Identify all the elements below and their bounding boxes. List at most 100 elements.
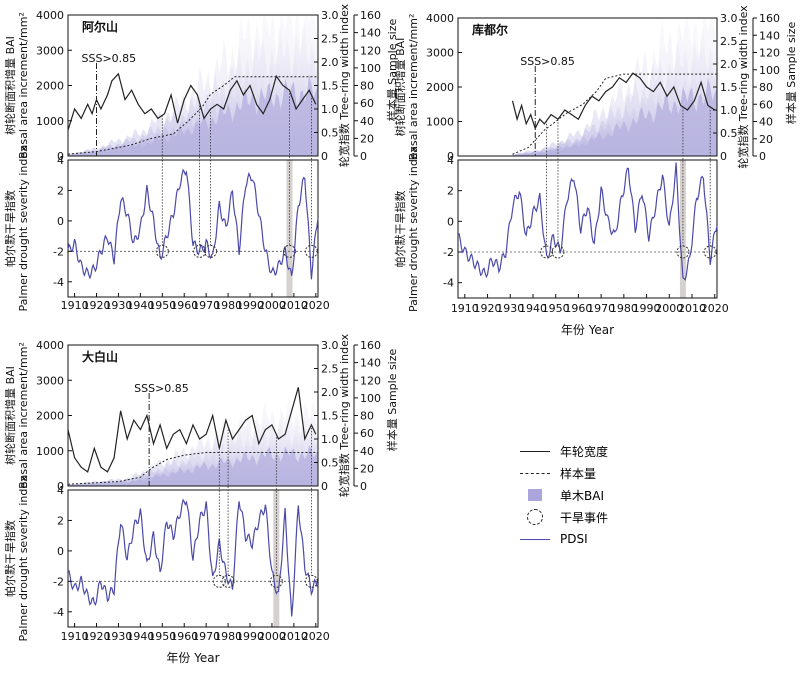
bai-tick-label: 1000: [426, 116, 454, 129]
year-tick-label: 1910: [451, 302, 479, 315]
bai-axis-title-cn: 树轮断面积增量 BAI: [393, 38, 407, 137]
bottom-axes-frame: [67, 489, 319, 628]
drought-event-marker: [204, 244, 218, 258]
year-tick-label: 2000: [258, 299, 286, 312]
year-tick-label: 2010: [280, 630, 308, 643]
trw-axis-title: 轮宽指数 Tree-ring width index: [337, 3, 351, 167]
trw-tick-label: 0: [321, 480, 328, 493]
pdsi-tick-label: -4: [53, 606, 64, 619]
trw-tick-label: 3.0: [720, 12, 738, 25]
legend-item-pdsi: PDSI: [520, 528, 700, 550]
pdsi-tick-label: 0: [57, 545, 64, 558]
sample-tick-label: 140: [759, 29, 780, 42]
pdsi-tick-label: -2: [443, 246, 454, 259]
year-tick-label: 2010: [678, 302, 706, 315]
sample-tick-label: 120: [759, 47, 780, 60]
drought-event-marker: [221, 574, 235, 588]
trw-line: [67, 72, 317, 131]
trw-axis-title: 轮宽指数 Tree-ring width index: [736, 5, 750, 169]
sample-tick-label: 20: [360, 462, 374, 475]
bai-axis-title-cn: 树轮断面积增量 BAI: [3, 36, 17, 135]
bai-tick-label: 3000: [36, 44, 64, 57]
sample-tick-label: 20: [759, 133, 773, 146]
highlight-bar: [679, 160, 686, 298]
trw-tick-label: 1.5: [321, 80, 339, 93]
sample-tick-label: 0: [360, 480, 367, 493]
legend-swatch-pdsi: [520, 538, 550, 540]
sample-tick-label: 40: [360, 115, 374, 128]
sample-tick-label: 160: [360, 339, 381, 352]
trw-tick-label: 2.5: [321, 363, 339, 376]
sample-axis-title: 样本量 Sample size: [784, 21, 798, 124]
sss-label: SSS>0.85: [82, 52, 137, 65]
year-tick-label: 1950: [148, 299, 176, 312]
pdsi-axis-title-cn: 帕尔默干旱指数: [393, 191, 407, 268]
bai-tick-label: 4000: [36, 339, 64, 352]
trw-tick-label: 0.5: [321, 127, 339, 140]
trw-tick-label: 1.0: [321, 103, 339, 116]
year-tick-label: 1960: [170, 630, 198, 643]
sample-tick-label: 60: [360, 427, 374, 440]
legend-swatch-sample: [520, 472, 550, 474]
drought-event-marker: [155, 244, 169, 258]
legend-item-drought: 干旱事件: [520, 506, 700, 528]
year-tick-label: 1970: [192, 299, 220, 312]
pdsi-tick-label: 2: [57, 514, 64, 527]
year-tick-label: 1950: [148, 630, 176, 643]
trw-tick-label: 1.0: [321, 433, 339, 446]
trw-tick-label: 3.0: [321, 339, 339, 352]
legend-label-trw: 年轮宽度: [560, 444, 609, 459]
pdsi-tick-label: 4: [447, 154, 454, 167]
sss-label: SSS>0.85: [134, 382, 189, 395]
trw-tick-label: 1.5: [720, 81, 738, 94]
year-tick-label: 2020: [302, 630, 330, 643]
sample-tick-label: 0: [360, 150, 367, 163]
year-tick-label: 2010: [280, 299, 308, 312]
trw-tick-label: 2.5: [720, 35, 738, 48]
trw-tick-label: 0: [720, 150, 727, 163]
year-tick-label: 1970: [587, 302, 615, 315]
bai-area-layer: [68, 445, 318, 486]
sss-label: SSS>0.85: [520, 55, 575, 68]
panel-title: 大白山: [82, 349, 118, 364]
year-tick-label: 1960: [564, 302, 592, 315]
trw-axis-title: 轮宽指数 Tree-ring width index: [337, 333, 351, 497]
year-tick-label: 1910: [61, 630, 89, 643]
pdsi-tick-label: -4: [53, 276, 64, 289]
sample-tick-label: 120: [360, 44, 381, 57]
pdsi-tick-label: -4: [443, 277, 454, 290]
bai-axis-title-en: Basal area increment/mm²: [17, 342, 30, 489]
drought-event-marker: [304, 244, 318, 258]
legend-label-drought: 干旱事件: [560, 510, 609, 525]
year-tick-label: 1990: [633, 302, 661, 315]
legend-swatch-trw: [520, 450, 550, 452]
legend-item-sample: 样本量: [520, 462, 700, 484]
pdsi-tick-label: -2: [53, 245, 64, 258]
drought-event-marker: [540, 245, 554, 259]
pdsi-axis-title-cn: 帕尔默干旱指数: [3, 190, 17, 267]
bai-tick-label: 2000: [426, 81, 454, 94]
drought-event-marker: [282, 244, 296, 258]
sample-tick-label: 80: [360, 410, 374, 423]
trw-tick-label: 2.0: [321, 56, 339, 69]
pdsi-tick-label: -2: [53, 575, 64, 588]
drought-event-marker: [676, 245, 690, 259]
pdsi-axis-title-en: Palmer drought severity index: [17, 475, 30, 641]
sample-tick-label: 120: [360, 374, 381, 387]
sample-tick-label: 40: [360, 445, 374, 458]
year-tick-label: 1990: [236, 630, 264, 643]
year-tick-label: 1930: [104, 630, 132, 643]
year-tick-label: 1930: [496, 302, 524, 315]
sample-tick-label: 160: [759, 12, 780, 25]
year-tick-label: 2020: [302, 299, 330, 312]
sample-tick-label: 80: [360, 80, 374, 93]
bai-tick-label: 4000: [426, 12, 454, 25]
sample-tick-label: 100: [360, 62, 381, 75]
pdsi-tick-label: 0: [57, 215, 64, 228]
bai-axis-title-cn: 树轮断面积增量 BAI: [3, 366, 17, 465]
drought-event-marker: [304, 574, 318, 588]
year-tick-label: 1920: [474, 302, 502, 315]
legend-item-trw: 年轮宽度: [520, 440, 700, 462]
year-tick-label: 2020: [701, 302, 729, 315]
